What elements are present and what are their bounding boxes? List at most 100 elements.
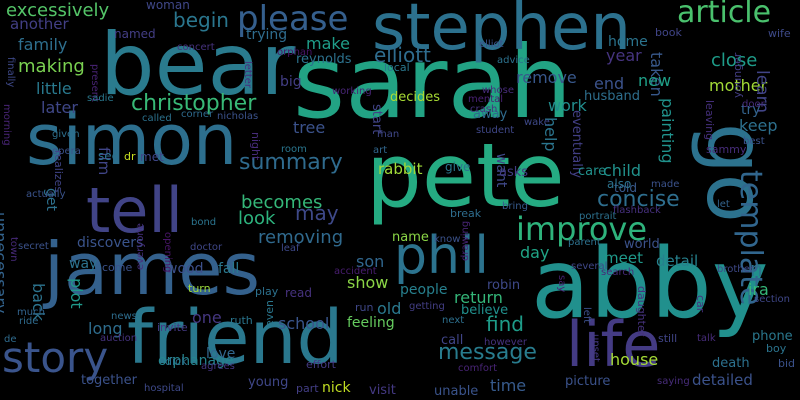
word: dick [165,355,188,368]
word: call [441,333,464,348]
word: opera [52,146,81,157]
word: robin [487,278,521,293]
word: rabbit [378,160,423,178]
word: bid [778,357,796,370]
word: believe [461,303,509,318]
word: mother [709,76,768,95]
word: turn [188,282,211,295]
word: removing [258,227,344,248]
word: give [445,160,471,174]
word: unable [434,384,479,399]
word: dr [124,150,136,163]
word: daughter [635,286,648,337]
word: work [548,96,587,115]
word: meet [604,249,643,267]
word: working [332,86,372,97]
word: summary [239,150,343,175]
word: met [140,150,164,164]
word: plot [67,278,86,309]
word: car [694,295,707,313]
word: pete [366,124,565,227]
word: best [743,136,765,147]
word: nicholas [217,111,259,122]
word: time [490,376,527,395]
word: keep [739,116,778,135]
word: everyone [135,223,146,270]
word: upset [590,334,601,362]
word: know [434,234,461,245]
word: actually [26,189,66,200]
word: realizes [52,150,65,193]
word: wake [524,117,550,128]
word: boy [766,342,787,355]
word: secret [18,241,49,252]
word: home [608,34,648,50]
word: make [306,34,350,53]
word: year [606,46,642,65]
word: run [355,301,374,314]
word: woman [146,0,190,12]
word: show [347,273,389,292]
word: brother [717,264,754,275]
word: wood [166,261,204,277]
word: town [8,237,19,262]
word: search [601,267,635,278]
word: christopher [131,91,257,116]
word: mental [468,94,504,105]
word: news [111,311,137,322]
word: son [356,252,385,271]
word: people [400,282,448,298]
word: detailed [692,371,753,389]
word: friend [127,295,344,381]
word: family [18,35,68,54]
word: begin [173,8,229,32]
word: room [281,144,307,155]
word: young [248,375,289,390]
word: nick [322,380,351,396]
word: return [454,288,503,307]
word: drawing [460,220,471,261]
word: becomes [241,192,323,213]
word: little [36,79,72,98]
word: visit [369,383,396,398]
word: tree [293,118,326,137]
word: much [17,307,45,318]
word: book [655,26,682,39]
word: saying [657,376,690,387]
word: agrees [201,361,235,372]
word: way [69,256,98,272]
word: orphan [277,47,313,58]
word: child [603,161,641,180]
word: also [607,177,632,191]
word: long [88,319,123,338]
word: new [638,71,672,90]
word: advice [497,55,530,66]
word: doctor [190,242,223,253]
word: discovers [77,235,144,251]
word: sammy [706,143,747,156]
word: phone [752,329,793,344]
word: effort [306,358,336,371]
word: phil [394,226,489,286]
word: sarah [293,24,573,141]
word: wife [768,27,791,40]
word: death [712,356,750,371]
word: bring [502,201,528,212]
word: come [102,261,133,274]
word: fall [218,261,240,277]
word: painting [658,98,677,164]
word: still [658,332,678,345]
word: several [571,261,608,272]
word: school [278,314,330,333]
word: asks [499,165,529,180]
word: one [192,308,222,327]
word: night [249,132,262,161]
word: next [442,315,465,326]
word: told [614,181,637,195]
word: whose [482,85,514,96]
word: feeling [347,315,395,331]
word: called [142,113,172,124]
word: invite [157,321,188,334]
word: concise [597,187,680,212]
